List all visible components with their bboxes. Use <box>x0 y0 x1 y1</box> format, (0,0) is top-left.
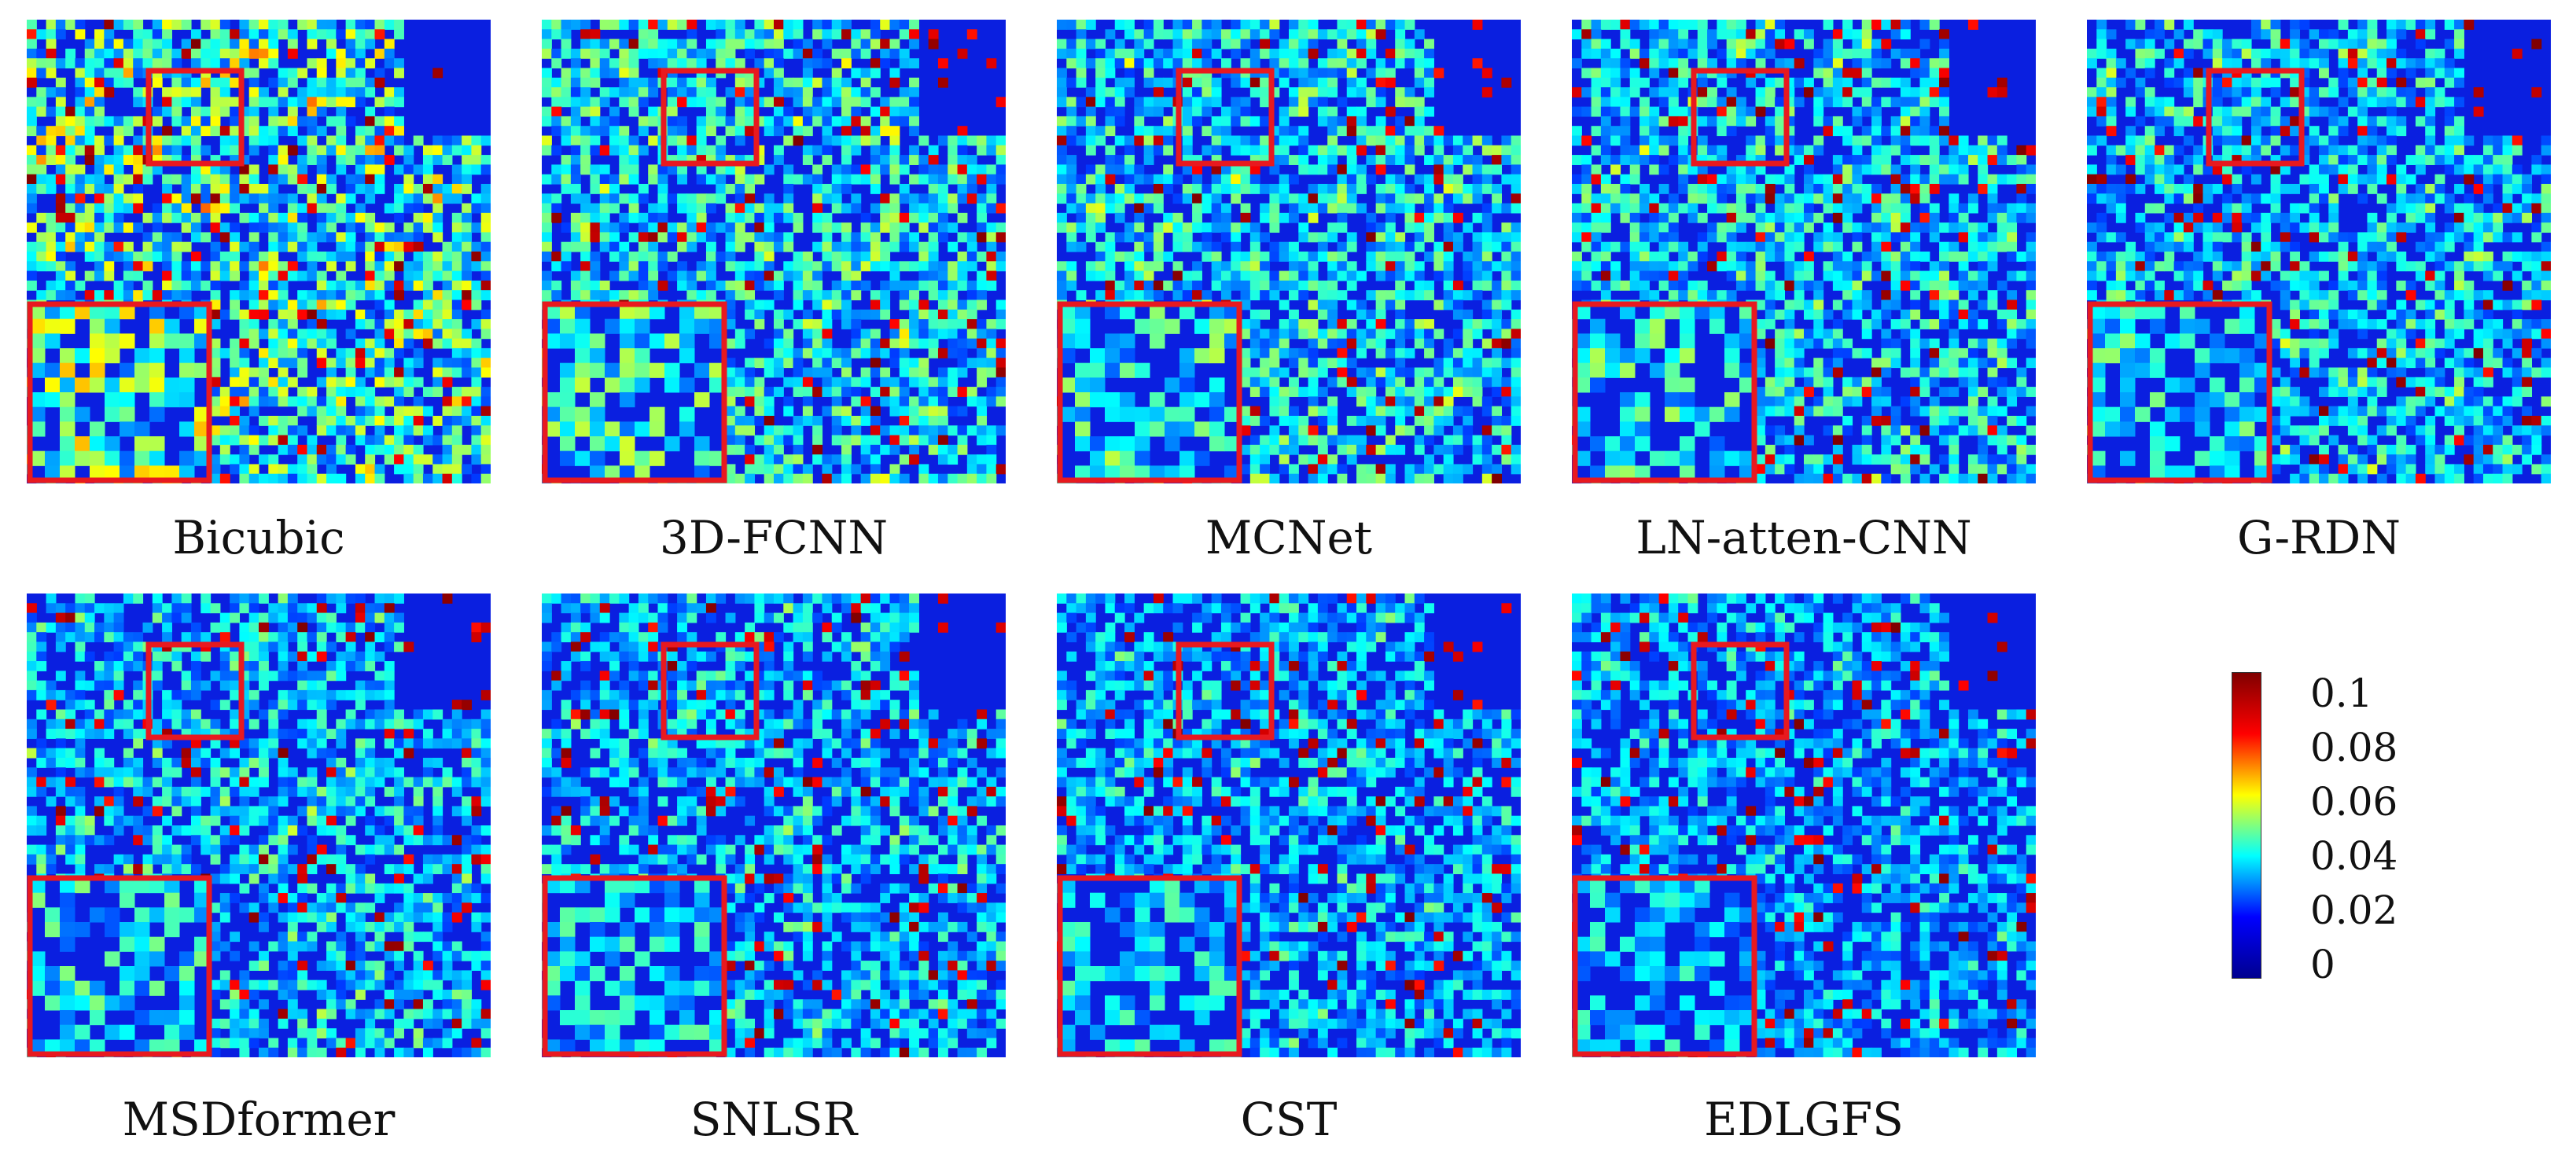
colorbar-tick-label: 0.02 <box>2310 888 2398 933</box>
zoom-inset <box>30 878 210 1055</box>
zoom-inset <box>1060 304 1240 481</box>
error-map-panel <box>1572 594 2036 1057</box>
zoom-inset-border <box>1572 875 1757 1057</box>
error-map-image <box>1572 20 2036 483</box>
method-label: G-RDN <box>2237 511 2401 564</box>
method-label: Bicubic <box>172 511 345 564</box>
region-of-interest-box <box>661 641 760 741</box>
error-map-panel <box>542 594 1006 1057</box>
error-map-panel <box>542 20 1006 483</box>
error-map-panel <box>1572 20 2036 483</box>
zoom-inset-border <box>27 301 212 483</box>
colorbar-tick-label: 0.08 <box>2310 725 2398 770</box>
zoom-inset <box>1575 878 1755 1055</box>
region-of-interest-box <box>1176 68 1275 167</box>
error-map-image <box>1057 20 1521 483</box>
error-map-panel <box>1057 594 1521 1057</box>
error-map-image <box>2087 20 2551 483</box>
zoom-inset-border <box>2087 301 2272 483</box>
region-of-interest-box <box>1691 641 1790 741</box>
zoom-inset-border <box>542 875 727 1057</box>
region-of-interest-box <box>145 68 245 167</box>
region-of-interest-box <box>661 68 760 167</box>
method-label: 3D-FCNN <box>659 511 889 564</box>
error-map-image <box>1572 594 2036 1057</box>
zoom-inset <box>545 878 725 1055</box>
zoom-inset-border <box>542 301 727 483</box>
error-map-image <box>1057 594 1521 1057</box>
zoom-inset <box>545 304 725 481</box>
colorbar-tick-label: 0.06 <box>2310 779 2398 825</box>
method-label: SNLSR <box>690 1093 858 1146</box>
zoom-inset-border <box>1057 301 1242 483</box>
zoom-inset <box>1060 878 1240 1055</box>
error-map-panel <box>2087 20 2551 483</box>
error-map-image <box>27 594 491 1057</box>
region-of-interest-box <box>1691 68 1790 167</box>
region-of-interest-box <box>1176 641 1275 741</box>
zoom-inset <box>30 304 210 481</box>
zoom-inset-border <box>27 875 212 1057</box>
method-label: LN-atten-CNN <box>1636 511 1972 564</box>
method-label: CST <box>1240 1093 1338 1146</box>
method-label: MSDformer <box>122 1093 396 1146</box>
method-label: MCNet <box>1205 511 1373 564</box>
colorbar-gradient <box>2232 672 2261 979</box>
zoom-inset-border <box>1572 301 1757 483</box>
method-label: EDLGFS <box>1704 1093 1904 1146</box>
region-of-interest-box <box>145 641 245 741</box>
colorbar-tick-label: 0.1 <box>2310 671 2373 716</box>
error-map-image <box>542 594 1006 1057</box>
colorbar-tick-label: 0 <box>2310 942 2335 987</box>
region-of-interest-box <box>2206 68 2305 167</box>
zoom-inset-border <box>1057 875 1242 1057</box>
colorbar-tick-label: 0.04 <box>2310 833 2398 879</box>
zoom-inset <box>2090 304 2270 481</box>
error-map-image <box>27 20 491 483</box>
error-map-image <box>542 20 1006 483</box>
error-map-panel <box>27 20 491 483</box>
zoom-inset <box>1575 304 1755 481</box>
error-map-panel <box>1057 20 1521 483</box>
error-map-panel <box>27 594 491 1057</box>
